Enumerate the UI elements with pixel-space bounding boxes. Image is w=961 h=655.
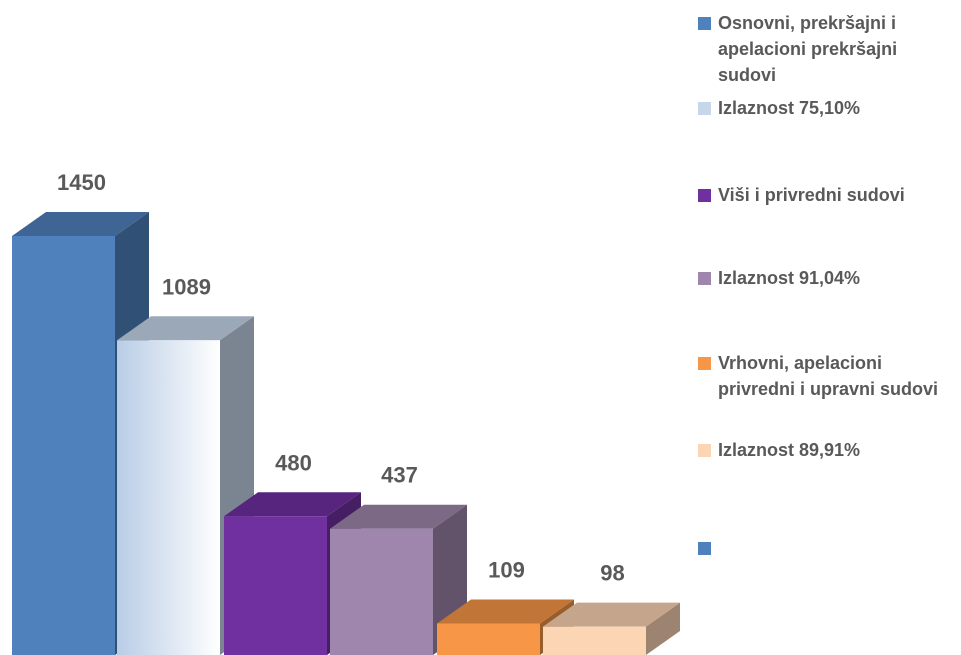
legend-item: Izlaznost 91,04% [698, 265, 948, 291]
data-label: 109 [488, 557, 525, 582]
legend-item: Viši i privredni sudovi [698, 182, 948, 208]
legend-item: Vrhovni, apelacioni privredni i upravni … [698, 350, 948, 402]
bar-top [330, 504, 467, 529]
data-label: 480 [275, 450, 312, 475]
chart: 1450 1089 480 437 109 98 [12, 170, 680, 655]
legend-swatch [698, 444, 711, 457]
legend-swatch [698, 102, 711, 115]
legend-label: Izlaznost 91,04% [718, 268, 861, 288]
legend-label: Osnovni, prekršajni i apelacioni prekrša… [718, 13, 898, 85]
bar [117, 340, 220, 655]
data-label: 1450 [57, 170, 106, 195]
data-label: 437 [381, 463, 418, 488]
bar [330, 528, 433, 655]
legend-label: Vrhovni, apelacioni privredni i upravni … [718, 353, 939, 399]
bar [437, 623, 540, 655]
data-label: 1089 [162, 274, 211, 299]
legend-item [698, 535, 718, 555]
legend-label: Izlaznost 75,10% [718, 98, 861, 118]
legend-swatch [698, 542, 711, 555]
bar-side [646, 602, 680, 655]
data-label: 98 [600, 561, 624, 586]
legend-swatch [698, 189, 711, 202]
bar-top [12, 211, 149, 236]
legend-swatch [698, 17, 711, 30]
legend-label: Izlaznost 89,91% [718, 440, 861, 460]
legend-swatch [698, 272, 711, 285]
bar [12, 235, 115, 655]
legend-item: Izlaznost 75,10% [698, 95, 948, 121]
bar-top [224, 492, 361, 517]
legend-item: Osnovni, prekršajni i apelacioni prekrša… [698, 10, 948, 88]
legend-item: Izlaznost 89,91% [698, 437, 948, 463]
bar-top [117, 316, 254, 341]
bar [224, 516, 327, 655]
bar-top [437, 599, 574, 624]
bar [543, 626, 646, 655]
bar-top [543, 602, 680, 627]
legend-swatch [698, 357, 711, 370]
legend-label: Viši i privredni sudovi [718, 185, 905, 205]
